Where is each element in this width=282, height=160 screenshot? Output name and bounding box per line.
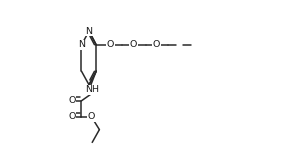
Text: N: N xyxy=(85,27,92,36)
Text: O: O xyxy=(153,40,160,49)
Text: O: O xyxy=(107,40,114,49)
Text: N: N xyxy=(78,40,85,49)
Text: O: O xyxy=(68,112,76,121)
Text: O: O xyxy=(130,40,137,49)
Text: NH: NH xyxy=(85,85,99,94)
Text: O: O xyxy=(88,112,95,121)
Text: O: O xyxy=(68,96,76,105)
